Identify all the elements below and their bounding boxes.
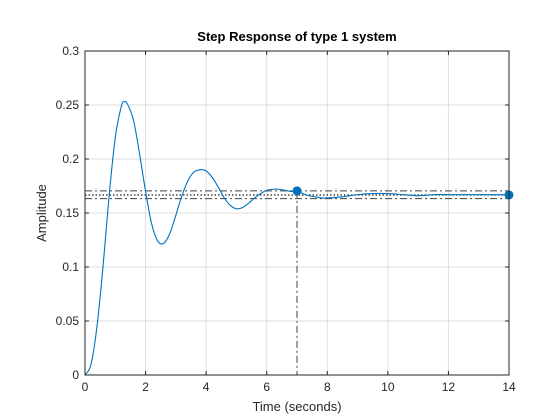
y-tick-label: 0.2 xyxy=(62,152,79,166)
y-tick-label: 0 xyxy=(72,368,79,382)
chart-title: Step Response of type 1 system xyxy=(197,29,396,44)
grid xyxy=(85,51,509,375)
x-tick-label: 10 xyxy=(381,380,395,394)
x-tick-label: 12 xyxy=(442,380,456,394)
y-tick-label: 0.05 xyxy=(56,314,80,328)
x-tick-label: 4 xyxy=(203,380,210,394)
x-tick-label: 8 xyxy=(324,380,331,394)
series-layer xyxy=(84,100,509,376)
y-axis-label: Amplitude xyxy=(34,184,49,242)
x-axis: 0 2 4 6 8 10 12 14 xyxy=(82,51,516,394)
characteristic-point-marker xyxy=(292,186,302,196)
x-tick-label: 14 xyxy=(502,380,516,394)
y-axis: 0 0.05 0.1 0.15 0.2 0.25 0.3 xyxy=(56,44,509,382)
x-tick-label: 0 xyxy=(82,380,89,394)
y-tick-label: 0.15 xyxy=(56,206,80,220)
y-tick-label: 0.3 xyxy=(62,44,79,58)
x-tick-label: 2 xyxy=(142,380,149,394)
step-response-line xyxy=(84,100,509,376)
x-tick-label: 6 xyxy=(263,380,270,394)
x-axis-label: Time (seconds) xyxy=(252,399,341,414)
y-tick-label: 0.25 xyxy=(56,98,80,112)
y-tick-label: 0.1 xyxy=(62,260,79,274)
